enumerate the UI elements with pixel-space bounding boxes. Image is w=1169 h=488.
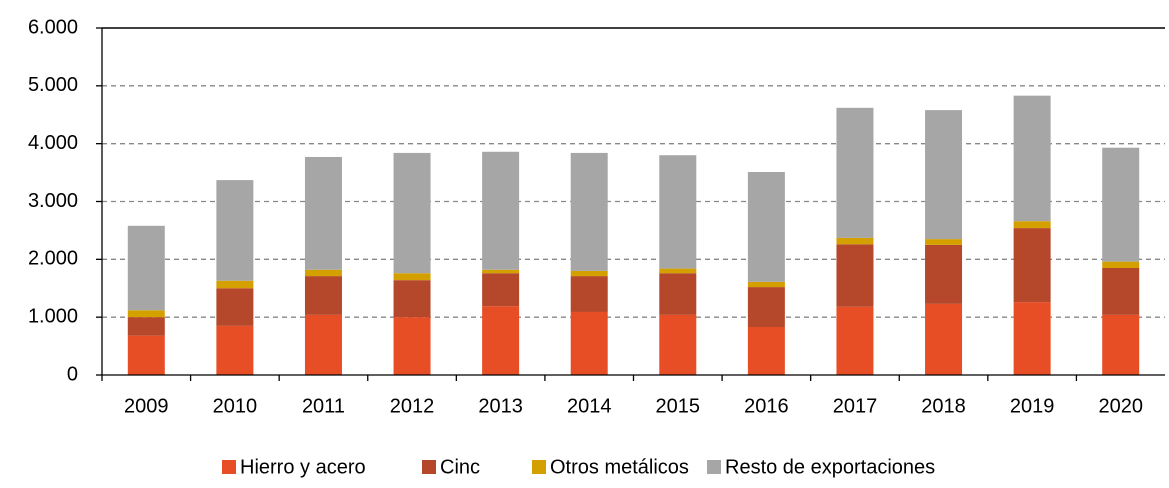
bar-segment <box>216 280 254 289</box>
bar-segment <box>304 269 342 277</box>
legend-label: Resto de exportaciones <box>725 456 935 478</box>
x-tick-label: 2019 <box>1010 395 1055 417</box>
bar-segment <box>127 225 165 311</box>
bar-segment <box>393 280 431 318</box>
bar-segment <box>216 288 254 326</box>
legend-swatch <box>707 460 721 474</box>
bar-segment <box>570 270 608 277</box>
y-tick-label: 6.000 <box>28 16 78 38</box>
bar-segment <box>1013 221 1051 229</box>
bar-segment <box>836 237 874 245</box>
bar-segment <box>304 276 342 315</box>
bar-segment <box>127 335 165 375</box>
bar-segment <box>393 317 431 375</box>
bar-segment <box>570 276 608 312</box>
bar-segment <box>570 311 608 375</box>
legend-swatch <box>532 460 546 474</box>
bar-segment <box>659 314 697 375</box>
bar-segment <box>836 306 874 375</box>
bar-segment <box>1013 228 1051 303</box>
x-tick-label: 2012 <box>390 395 435 417</box>
x-tick-label: 2017 <box>833 395 878 417</box>
bar-segment <box>747 287 785 327</box>
bar-segment <box>304 156 342 270</box>
bar-segment <box>216 180 254 281</box>
x-tick-label: 2016 <box>744 395 789 417</box>
bar-segment <box>1102 314 1140 375</box>
bar-segment <box>747 326 785 375</box>
y-tick-label: 2.000 <box>28 248 78 270</box>
bar-segment <box>659 273 697 315</box>
legend-label: Otros metálicos <box>550 456 689 478</box>
bar-segment <box>836 244 874 307</box>
x-tick-label: 2011 <box>302 395 345 417</box>
x-tick-label: 2018 <box>921 395 966 417</box>
bar-segment <box>482 269 520 274</box>
legend-label: Hierro y acero <box>240 456 366 478</box>
bar-segment <box>570 152 608 271</box>
bar-segment <box>1013 95 1051 222</box>
x-tick-label: 2020 <box>1098 395 1143 417</box>
bar-segment <box>925 239 963 245</box>
x-tick-label: 2013 <box>478 395 523 417</box>
legend-swatch <box>222 460 236 474</box>
bar-segment <box>304 314 342 375</box>
x-tick-label: 2014 <box>567 395 612 417</box>
bar-segment <box>659 268 697 274</box>
bar-segment <box>925 110 963 240</box>
x-tick-label: 2009 <box>124 395 169 417</box>
bar-segment <box>216 325 254 375</box>
bar-segment <box>1102 147 1140 262</box>
bar-segment <box>393 152 431 274</box>
bar-segment <box>1102 268 1140 315</box>
x-tick-label: 2015 <box>656 395 701 417</box>
bar-segment <box>482 151 520 270</box>
bar-segment <box>1013 302 1051 375</box>
x-tick-label: 2010 <box>213 395 258 417</box>
y-tick-label: 0 <box>67 363 78 385</box>
bar-segment <box>659 155 697 269</box>
bar-segment <box>1102 261 1140 269</box>
bar-segment <box>836 107 874 238</box>
bar-segment <box>393 273 431 281</box>
bar-segment <box>127 310 165 318</box>
bar-segment <box>127 317 165 336</box>
bar-segment <box>747 281 785 288</box>
legend-label: Cinc <box>440 456 480 478</box>
bar-segment <box>482 306 520 375</box>
bar-segment <box>925 244 963 304</box>
bar-segment <box>747 172 785 282</box>
bar-segment <box>482 273 520 307</box>
bar-segment <box>925 303 963 375</box>
y-tick-label: 1.000 <box>28 305 78 327</box>
y-tick-label: 3.000 <box>28 190 78 212</box>
y-tick-label: 4.000 <box>28 132 78 154</box>
y-tick-label: 5.000 <box>28 74 78 96</box>
legend-swatch <box>422 460 436 474</box>
